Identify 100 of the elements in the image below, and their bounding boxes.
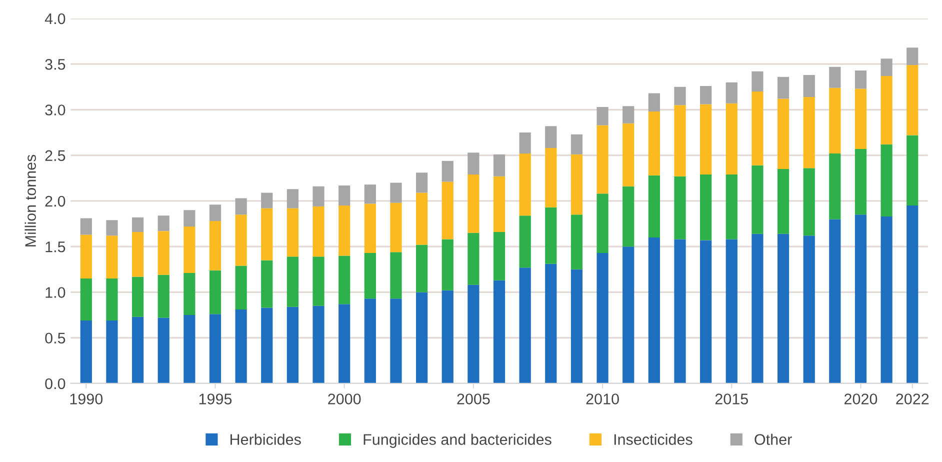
bar <box>880 76 892 144</box>
bar <box>700 174 712 240</box>
bar <box>312 186 324 206</box>
bar <box>726 239 738 384</box>
bar <box>364 184 376 204</box>
bar <box>854 214 867 384</box>
bar <box>726 174 738 240</box>
bar <box>235 214 247 266</box>
bar <box>803 75 815 97</box>
bar <box>338 304 350 384</box>
bar <box>622 106 634 124</box>
bar <box>442 182 454 240</box>
bar <box>726 82 738 104</box>
bar <box>570 134 583 154</box>
y-tick-label: 0.5 <box>45 332 66 344</box>
bar <box>570 269 583 384</box>
y-tick-label: 0.0 <box>45 378 66 390</box>
bar <box>752 91 764 166</box>
bar <box>777 234 790 384</box>
bar <box>648 112 660 176</box>
bar <box>416 292 428 384</box>
bar <box>312 306 324 384</box>
bar <box>312 206 324 257</box>
bar <box>596 106 608 126</box>
bar <box>106 278 118 320</box>
y-tick-label: 4.0 <box>44 13 66 24</box>
bar <box>286 189 299 208</box>
bar <box>777 76 790 99</box>
x-tick-label: 2005 <box>457 394 490 404</box>
bar <box>906 65 918 136</box>
bar <box>468 174 480 233</box>
legend-label: Fungicides and bactericides <box>364 434 552 448</box>
bar <box>80 218 92 235</box>
bar <box>545 126 557 148</box>
x-tick-label: 2020 <box>844 394 878 404</box>
bar <box>80 234 92 279</box>
bar <box>700 104 712 175</box>
bar <box>338 206 350 256</box>
y-tick-label: 1.5 <box>46 242 66 252</box>
bar <box>700 86 712 104</box>
bar <box>235 266 247 310</box>
bar <box>184 315 196 384</box>
bar <box>390 252 402 299</box>
bar <box>674 176 686 240</box>
bar <box>158 274 170 318</box>
y-axis-title: Million tonnes <box>24 154 36 246</box>
bar <box>622 186 634 247</box>
bar <box>700 240 712 384</box>
bar <box>622 123 634 186</box>
bar <box>906 135 918 206</box>
bar <box>106 320 118 384</box>
bar <box>390 182 402 203</box>
bar <box>829 88 841 154</box>
bar <box>184 273 196 316</box>
bar <box>803 96 815 168</box>
bar <box>570 214 583 270</box>
bar <box>132 217 144 232</box>
bar <box>803 168 815 236</box>
x-tick-label: 2000 <box>328 394 361 404</box>
bar <box>416 172 428 193</box>
bar <box>880 216 892 384</box>
bar <box>545 148 557 208</box>
bar <box>493 232 506 280</box>
bar <box>132 276 144 317</box>
bar <box>261 208 273 260</box>
bar <box>906 206 918 384</box>
bar <box>132 316 144 384</box>
bar <box>184 226 196 274</box>
bar <box>106 236 118 279</box>
legend-label: Insecticides <box>614 434 692 445</box>
bar <box>854 88 867 149</box>
bar <box>80 320 92 384</box>
bar <box>519 268 531 384</box>
bar <box>752 234 764 384</box>
bar <box>674 105 686 176</box>
bar <box>674 239 686 384</box>
y-tick-label: 3.5 <box>45 58 66 70</box>
bar <box>596 252 608 384</box>
bar <box>261 308 273 384</box>
bar <box>777 98 790 170</box>
bar <box>132 232 144 277</box>
bar <box>545 264 557 384</box>
bar <box>880 58 892 76</box>
x-tick-label: 1995 <box>199 394 232 404</box>
bar <box>596 125 608 194</box>
bar <box>390 202 402 252</box>
legend-label: Other <box>754 434 792 445</box>
bar <box>468 152 480 175</box>
bar <box>106 220 118 236</box>
x-tick-label: 2015 <box>715 394 748 404</box>
bar <box>416 192 428 245</box>
bar <box>364 298 376 384</box>
y-tick-label: 1.0 <box>46 287 66 298</box>
bar <box>880 144 892 216</box>
bar <box>803 236 815 384</box>
bar <box>338 256 350 304</box>
bar <box>570 154 583 215</box>
bar <box>261 192 273 208</box>
bar <box>829 66 841 88</box>
bar <box>596 194 608 253</box>
